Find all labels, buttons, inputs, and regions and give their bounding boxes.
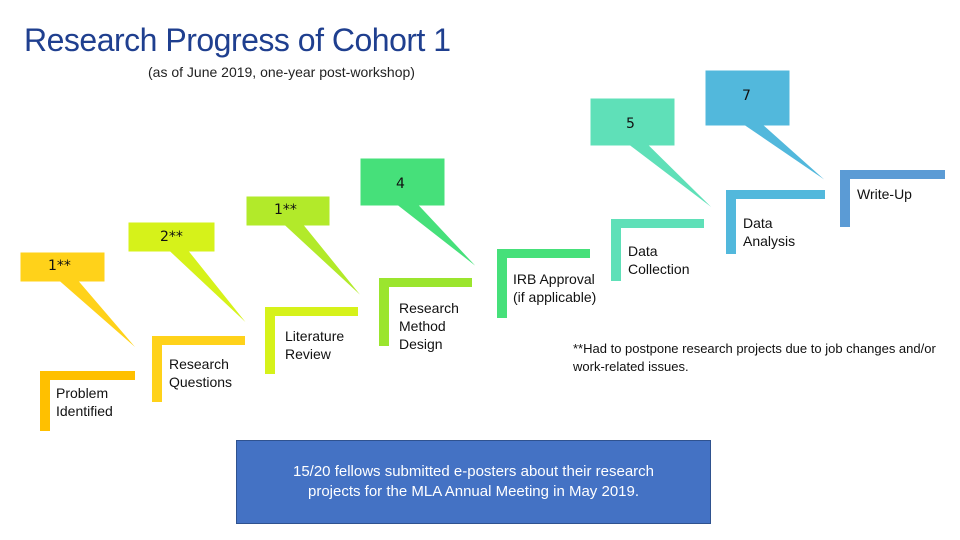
step-write-up [840, 170, 945, 227]
callout-research-method [359, 157, 481, 271]
count-literature-review: 1** [274, 202, 297, 218]
summary-box: 15/20 fellows submitted e-posters about … [236, 440, 711, 524]
footnote: **Had to postpone research projects due … [573, 341, 936, 374]
label-problem-identified: Problem Identified [56, 385, 113, 419]
label-data-collection: Data Collection [628, 243, 690, 277]
callout-research-questions [127, 221, 251, 328]
step-research-method [379, 278, 472, 346]
callout-data-analysis [704, 69, 831, 185]
step-literature-review [265, 307, 358, 374]
label-literature-review: Literature Review [285, 328, 345, 362]
callout-problem-identified [19, 251, 141, 353]
count-research-questions: 2** [160, 229, 183, 245]
label-write-up: Write-Up [857, 186, 912, 202]
step-problem-identified [40, 371, 135, 431]
page-subtitle: (as of June 2019, one-year post-workshop… [148, 64, 415, 80]
step-data-collection [611, 219, 704, 281]
page-title: Research Progress of Cohort 1 [24, 22, 451, 58]
step-research-questions [152, 336, 245, 402]
label-research-questions: Research Questions [169, 356, 233, 390]
count-problem-identified: 1** [48, 258, 71, 274]
count-research-method: 4 [396, 176, 405, 192]
callout-literature-review [245, 195, 366, 301]
callout-data-collection [589, 97, 718, 213]
summary-text: 15/20 fellows submitted e-posters about … [292, 463, 655, 500]
count-data-collection: 5 [626, 116, 635, 132]
step-data-analysis [726, 190, 825, 254]
count-data-analysis: 7 [742, 88, 751, 104]
label-data-analysis: Data Analysis [743, 215, 796, 249]
label-irb-approval: IRB Approval (if applicable) [513, 271, 597, 305]
step-irb-approval [497, 249, 590, 318]
label-research-method: Research Method Design [399, 300, 459, 352]
